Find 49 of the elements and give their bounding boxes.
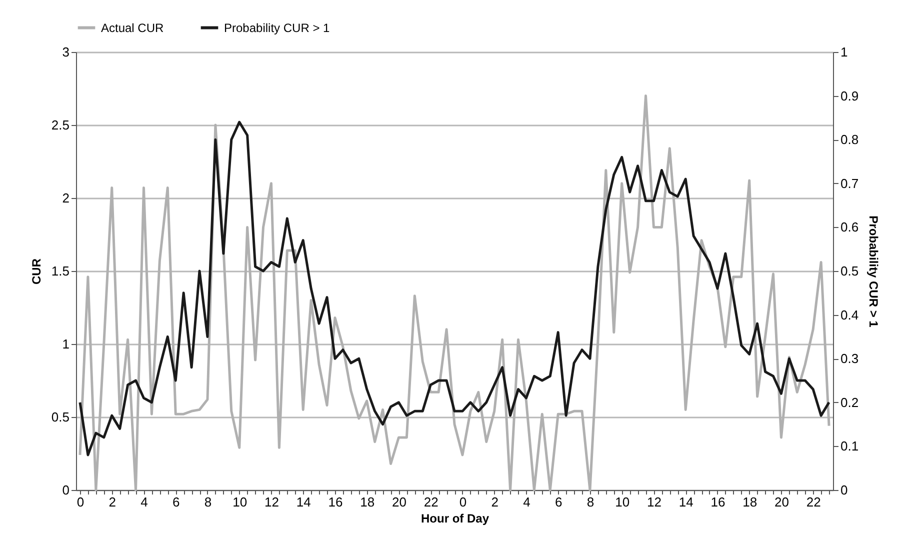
x-tick-label: 22 <box>424 494 438 510</box>
y-tick-label: 2.5 <box>51 118 70 132</box>
y-tick-label: 1.5 <box>51 264 70 278</box>
x-tick-label: 0 <box>76 494 84 510</box>
x-tick-label: 12 <box>646 494 662 510</box>
x-tick-label: 10 <box>615 494 630 510</box>
y2-axis-title: Probability CUR > 1 <box>866 216 881 328</box>
line-series <box>78 94 830 492</box>
x-tick-label: 14 <box>296 494 311 510</box>
y2-tick-label: 0.9 <box>840 88 859 104</box>
y-tick-label: 1 <box>62 336 70 352</box>
y2-tick-label: 0.8 <box>840 132 859 148</box>
x-tick-label: 22 <box>806 494 821 510</box>
x-tick-label: 20 <box>392 494 406 510</box>
line-series <box>78 120 830 456</box>
y-tick-label: 0.5 <box>51 410 70 424</box>
y2-tick-label: 0.4 <box>840 307 859 322</box>
x-tick-label: 10 <box>232 494 248 510</box>
x-tick-label: 18 <box>360 494 375 510</box>
x-tick-label: 0 <box>459 494 467 510</box>
x-tick-label: 2 <box>491 494 498 510</box>
legend-label: Probability CUR > 1 <box>224 20 330 35</box>
x-tick-label: 4 <box>140 494 148 510</box>
y-tick-label: 3 <box>62 44 70 60</box>
x-axis-title: Hour of Day <box>420 512 490 526</box>
y-axis-title: CUR <box>29 258 44 284</box>
y2-tick-label: 0 <box>840 482 848 498</box>
legend-label: Actual CUR <box>101 20 164 35</box>
y-tick-label: 0 <box>62 482 70 498</box>
y2-tick-label: 0.3 <box>840 351 859 366</box>
x-tick-label: 20 <box>774 494 789 510</box>
x-tick-label: 6 <box>554 494 562 510</box>
x-tick-label: 8 <box>204 494 212 510</box>
x-tick-label: 8 <box>586 494 594 510</box>
y2-tick-label: 0.1 <box>840 438 859 454</box>
y2-tick-label: 0.5 <box>840 264 859 278</box>
x-tick-label: 18 <box>742 494 758 510</box>
y2-tick-label: 1 <box>840 44 848 60</box>
y2-tick-label: 0.6 <box>840 220 859 235</box>
x-tick-label: 14 <box>678 494 694 510</box>
y2-tick-label: 0.2 <box>840 394 859 410</box>
x-tick-label: 6 <box>172 494 180 510</box>
x-tick-label: 4 <box>523 494 530 510</box>
y2-tick-label: 0.7 <box>840 176 859 191</box>
y-tick-label: 2 <box>62 190 70 206</box>
x-tick-label: 16 <box>328 494 343 510</box>
x-tick-label: 16 <box>710 494 726 510</box>
x-tick-label: 12 <box>264 494 279 510</box>
x-tick-label: 2 <box>108 494 116 510</box>
